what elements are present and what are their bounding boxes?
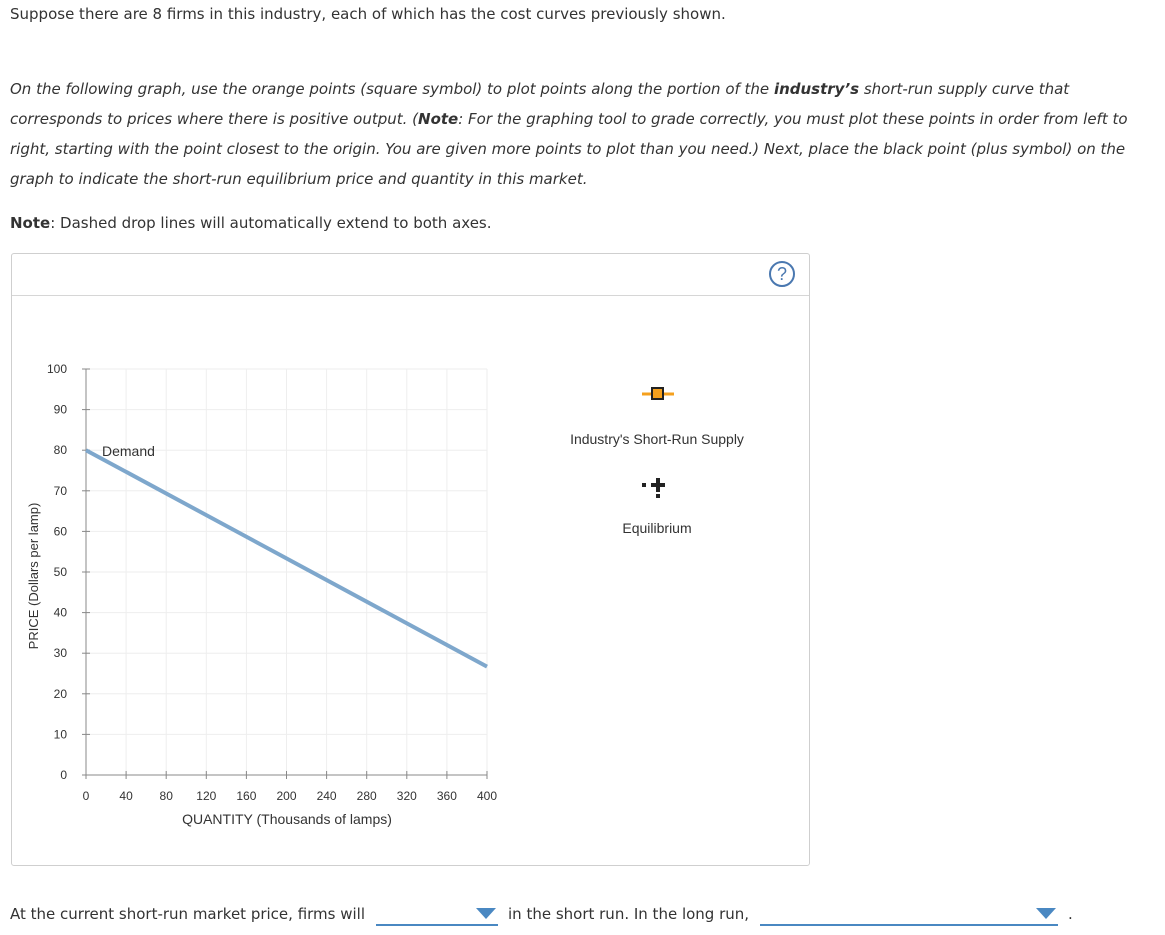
instructions-part2: short-run supply curve that corresponds …: [10, 80, 1070, 128]
y-tick-label: 60: [54, 524, 68, 538]
curve-label-demand: Demand: [102, 443, 155, 459]
question-text-2: in the short run. In the long run,: [508, 905, 750, 923]
instructions-part3: : For the graphing tool to grade correct…: [10, 110, 1128, 188]
chevron-down-icon: [1036, 908, 1056, 919]
x-axis-label: QUANTITY (Thousands of lamps): [182, 811, 392, 827]
x-tick-label: 280: [357, 789, 377, 803]
equilibrium-tool-icon[interactable]: [642, 478, 665, 498]
y-tick-label: 80: [54, 443, 68, 457]
x-tick-label: 120: [196, 789, 216, 803]
note-label: Note: [10, 214, 51, 232]
axis-ticks: 0 40 80 120 160 200 240 280 320 360 400 0 10 20 30 40 50…: [47, 362, 497, 803]
chevron-down-icon: [476, 908, 496, 919]
y-tick-label: 0: [60, 768, 67, 782]
x-tick-label: 200: [276, 789, 296, 803]
question-period: .: [1068, 905, 1073, 923]
demand-curve[interactable]: [85, 448, 488, 669]
grid-lines: [86, 368, 488, 775]
x-tick-label: 80: [160, 789, 174, 803]
supply-tool-icon[interactable]: [642, 387, 674, 400]
y-tick-label: 50: [54, 565, 68, 579]
short-run-dropdown[interactable]: [376, 906, 498, 926]
note-text: Note: Dashed drop lines will automatical…: [10, 214, 492, 232]
instructions-part1: On the following graph, use the orange p…: [10, 80, 774, 98]
note-body: : Dashed drop lines will automatically e…: [50, 214, 492, 232]
y-tick-label: 10: [54, 727, 68, 741]
y-tick-label: 100: [47, 362, 67, 376]
intro-text: Suppose there are 8 firms in this indust…: [10, 5, 726, 23]
y-tick-label: 70: [54, 484, 68, 498]
x-tick-label: 160: [236, 789, 256, 803]
help-button[interactable]: ?: [769, 261, 795, 287]
instructions-note-label: Note: [418, 110, 459, 128]
x-tick-label: 240: [317, 789, 337, 803]
y-tick-label: 30: [54, 646, 68, 660]
x-tick-label: 0: [83, 789, 90, 803]
equilibrium-tool-label[interactable]: Equilibrium: [622, 520, 691, 536]
x-tick-label: 40: [119, 789, 133, 803]
long-run-dropdown[interactable]: [760, 906, 1058, 926]
x-tick-label: 400: [477, 789, 497, 803]
chart-series: [85, 448, 488, 669]
y-tick-label: 20: [54, 687, 68, 701]
instructions-bold-industry: industry’s: [773, 80, 860, 98]
graph-canvas[interactable]: 0 40 80 120 160 200 240 280 320 360 400 0 10 20 30 40 50…: [12, 254, 809, 865]
x-tick-label: 320: [397, 789, 417, 803]
y-tick-label: 40: [54, 606, 68, 620]
question-text-1: At the current short-run market price, f…: [10, 905, 366, 923]
instructions-text: On the following graph, use the orange p…: [10, 74, 1150, 194]
graph-panel: ? 0 40 80 120 160 200 240 280 320 360 400 0 10 20 30 40…: [11, 253, 810, 866]
x-tick-label: 360: [437, 789, 457, 803]
y-tick-label: 90: [54, 403, 68, 417]
y-axis-label: PRICE (Dollars per lamp): [26, 503, 41, 650]
short-run-question: At the current short-run market price, f…: [10, 904, 1160, 928]
graph-panel-header: ?: [12, 254, 809, 296]
supply-tool-label[interactable]: Industry's Short-Run Supply: [570, 431, 744, 447]
